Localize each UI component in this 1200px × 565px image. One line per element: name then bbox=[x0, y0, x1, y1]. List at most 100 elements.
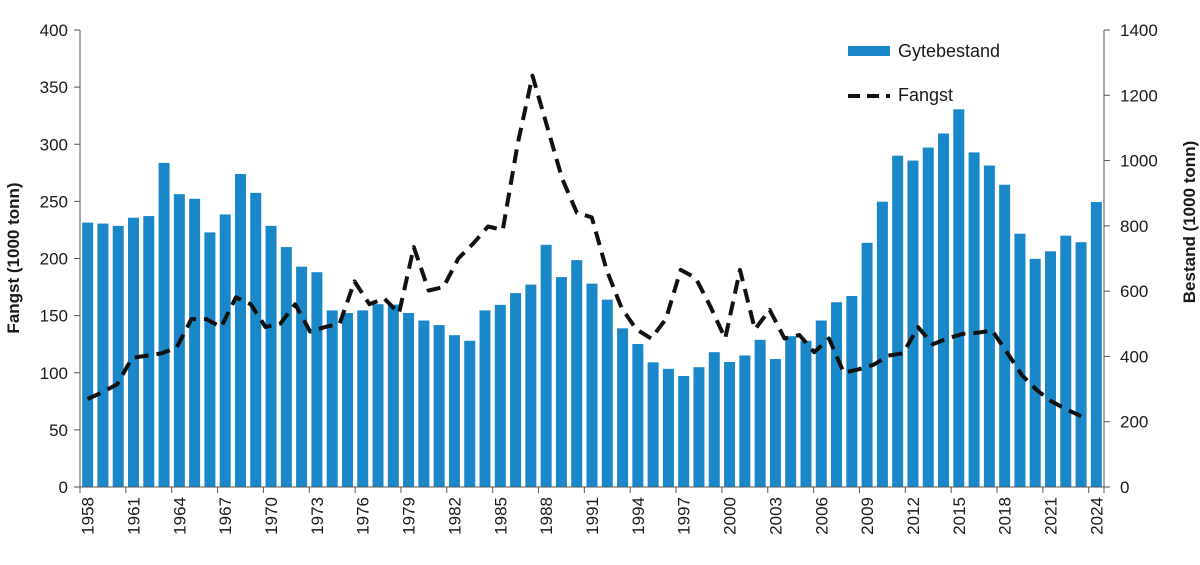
bar-2003 bbox=[769, 359, 781, 487]
bar-2021 bbox=[1045, 251, 1057, 487]
right-tick-label-800: 800 bbox=[1120, 217, 1148, 236]
bar-2022 bbox=[1060, 235, 1072, 487]
right-tick-label-200: 200 bbox=[1120, 413, 1148, 432]
x-tick-label-2021: 2021 bbox=[1042, 497, 1061, 535]
bar-2001 bbox=[739, 355, 751, 487]
bar-2015 bbox=[953, 109, 965, 487]
bar-1962 bbox=[143, 216, 155, 487]
bar-1996 bbox=[662, 368, 674, 487]
bar-1975 bbox=[341, 313, 353, 487]
bar-1965 bbox=[189, 198, 201, 487]
right-tick-label-0: 0 bbox=[1120, 478, 1129, 497]
x-tick-label-1988: 1988 bbox=[537, 497, 556, 535]
bar-1978 bbox=[387, 304, 399, 487]
left-tick-label-50: 50 bbox=[49, 421, 68, 440]
bar-2002 bbox=[754, 339, 766, 487]
bar-1977 bbox=[372, 304, 384, 487]
bar-1985 bbox=[494, 304, 506, 487]
x-tick-label-1964: 1964 bbox=[170, 497, 189, 535]
bar-1984 bbox=[479, 310, 491, 487]
bar-2019 bbox=[1014, 233, 1026, 487]
bar-1998 bbox=[693, 367, 705, 487]
bar-2005 bbox=[800, 340, 812, 487]
bar-1973 bbox=[311, 272, 323, 487]
bar-1995 bbox=[647, 362, 659, 487]
bar-2018 bbox=[999, 184, 1011, 488]
bar-2013 bbox=[922, 147, 934, 487]
bar-1982 bbox=[448, 335, 460, 487]
bar-1966 bbox=[204, 232, 216, 487]
bar-1993 bbox=[617, 328, 629, 487]
bar-2014 bbox=[938, 133, 950, 488]
bar-2009 bbox=[861, 242, 873, 487]
bar-1981 bbox=[433, 325, 445, 487]
bar-1988 bbox=[540, 244, 552, 487]
x-tick-label-2000: 2000 bbox=[721, 497, 740, 535]
x-tick-label-1961: 1961 bbox=[124, 497, 143, 535]
left-axis-title: Fangst (1000 tonn) bbox=[4, 182, 23, 333]
bar-2008 bbox=[846, 296, 858, 487]
legend-label-gytebestand: Gytebestand bbox=[898, 41, 1000, 61]
left-tick-label-100: 100 bbox=[40, 364, 68, 383]
right-axis-title: Bestand (1000 tonn) bbox=[1180, 141, 1199, 303]
bar-1968 bbox=[234, 173, 246, 487]
bar-2023 bbox=[1075, 242, 1087, 487]
right-tick-label-1200: 1200 bbox=[1120, 86, 1158, 105]
legend-label-fangst: Fangst bbox=[898, 85, 953, 105]
bar-2011 bbox=[892, 155, 904, 487]
bar-2020 bbox=[1029, 258, 1041, 487]
left-axis-ticks: 0 50 100 150 200 250 300 350 400 bbox=[40, 21, 80, 497]
x-tick-label-2024: 2024 bbox=[1087, 497, 1106, 535]
x-tick-label-2009: 2009 bbox=[858, 497, 877, 535]
left-tick-label-350: 350 bbox=[40, 78, 68, 97]
fangst-line bbox=[86, 73, 1082, 419]
bar-2000 bbox=[724, 361, 736, 487]
left-tick-label-200: 200 bbox=[40, 250, 68, 269]
left-tick-label-400: 400 bbox=[40, 21, 68, 40]
x-tick-label-1976: 1976 bbox=[354, 497, 373, 535]
x-tick-label-2003: 2003 bbox=[766, 497, 785, 535]
bar-1970 bbox=[265, 225, 277, 488]
bar-series-gytebestand bbox=[82, 109, 1102, 488]
x-tick-label-1997: 1997 bbox=[675, 497, 694, 535]
line-series-fangst bbox=[86, 73, 1082, 419]
bar-1980 bbox=[418, 320, 430, 487]
bar-1994 bbox=[632, 344, 644, 487]
legend-swatch-gytebestand bbox=[848, 46, 890, 56]
right-tick-label-1000: 1000 bbox=[1120, 152, 1158, 171]
x-tick-label-1982: 1982 bbox=[445, 497, 464, 535]
bar-2016 bbox=[968, 152, 980, 487]
right-tick-label-600: 600 bbox=[1120, 282, 1148, 301]
x-tick-label-2006: 2006 bbox=[812, 497, 831, 535]
x-tick-label-1994: 1994 bbox=[629, 497, 648, 535]
bar-1992 bbox=[601, 299, 613, 487]
x-tick-label-1985: 1985 bbox=[491, 497, 510, 535]
x-tick-label-1973: 1973 bbox=[308, 497, 327, 535]
bar-2024 bbox=[1090, 202, 1102, 487]
bar-1969 bbox=[250, 192, 262, 487]
bar-1979 bbox=[403, 313, 415, 487]
x-tick-label-1979: 1979 bbox=[400, 497, 419, 535]
left-tick-label-250: 250 bbox=[40, 192, 68, 211]
bar-1972 bbox=[296, 266, 308, 487]
left-tick-label-300: 300 bbox=[40, 135, 68, 154]
bar-1959 bbox=[97, 223, 109, 487]
x-tick-label-1991: 1991 bbox=[583, 497, 602, 535]
bar-1990 bbox=[571, 260, 583, 487]
right-tick-label-400: 400 bbox=[1120, 347, 1148, 366]
bar-2010 bbox=[876, 201, 888, 487]
legend: Gytebestand Fangst bbox=[848, 41, 1000, 105]
bar-1974 bbox=[326, 310, 338, 487]
bar-1963 bbox=[158, 162, 170, 488]
x-tick-label-2015: 2015 bbox=[950, 497, 969, 535]
x-tick-label-1958: 1958 bbox=[79, 497, 98, 535]
left-tick-label-0: 0 bbox=[59, 478, 68, 497]
x-tick-label-2018: 2018 bbox=[996, 497, 1015, 535]
bar-1989 bbox=[555, 277, 567, 487]
left-tick-label-150: 150 bbox=[40, 307, 68, 326]
bar-1987 bbox=[525, 284, 537, 487]
bar-1991 bbox=[586, 283, 598, 487]
x-tick-label-1967: 1967 bbox=[216, 497, 235, 535]
bar-2012 bbox=[907, 160, 919, 487]
